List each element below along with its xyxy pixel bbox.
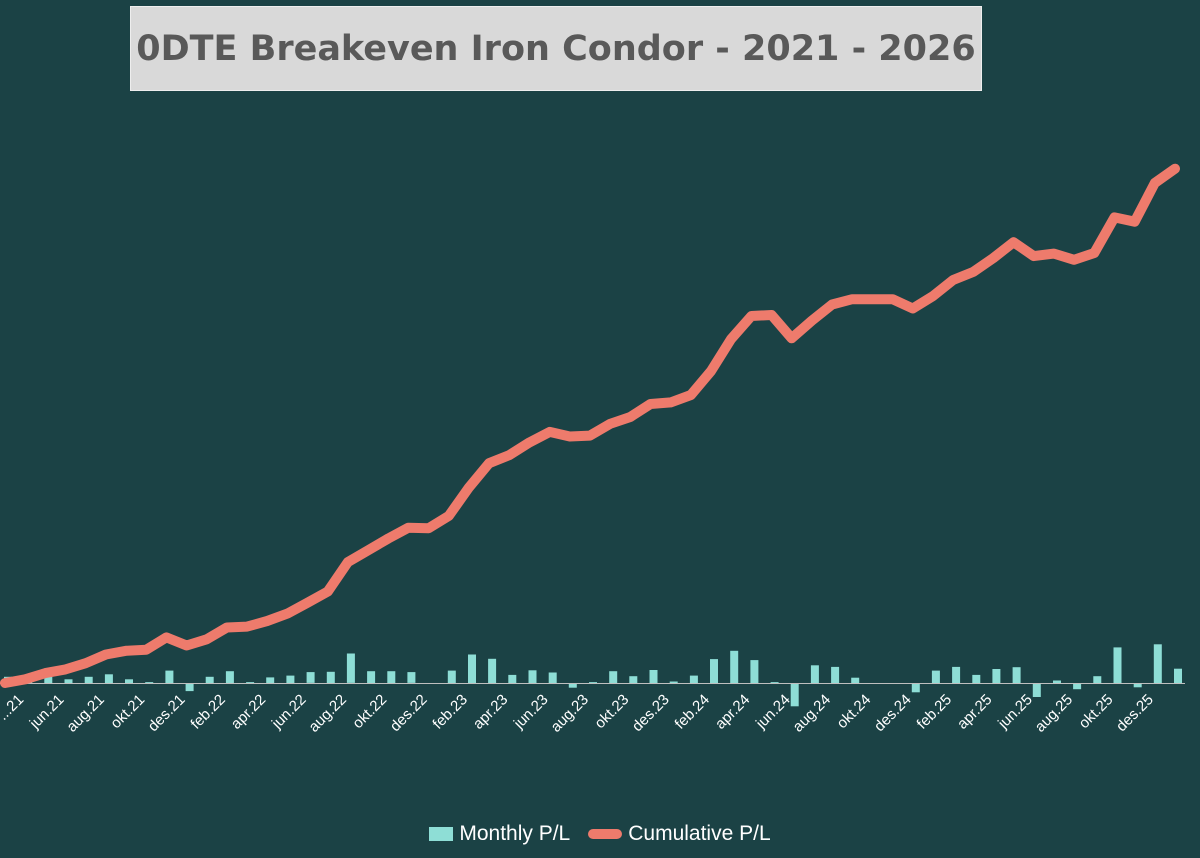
monthly-pl-bar: [1153, 644, 1162, 684]
x-tick-label: apr.25: [954, 691, 996, 733]
monthly-pl-bar: [125, 679, 133, 683]
monthly-pl-bar: [689, 675, 698, 683]
monthly-pl-bar: [1093, 676, 1102, 683]
x-tick-label: feb.23: [429, 691, 471, 733]
monthly-pl-bar: [770, 682, 779, 684]
monthly-pl-bar: [730, 650, 739, 683]
legend: Monthly P/L Cumulative P/L: [0, 818, 1200, 850]
monthly-pl-bar: [790, 683, 799, 707]
monthly-pl-bar: [669, 681, 678, 684]
monthly-pl-bar: [447, 670, 456, 683]
x-tick-label: ...21: [0, 691, 27, 724]
monthly-pl-bar: [84, 676, 93, 683]
monthly-pl-bar: [165, 670, 174, 683]
x-tick-label: des.25: [1113, 691, 1157, 735]
monthly-pl-bar: [1073, 683, 1082, 690]
x-tick-label: feb.22: [187, 691, 229, 733]
bars-layer: [4, 644, 1182, 707]
monthly-pl-bar: [367, 671, 376, 683]
cumulative-pl-line: [0, 163, 1180, 688]
monthly-swatch: [429, 827, 454, 841]
monthly-pl-bar: [750, 660, 759, 683]
monthly-pl-bar: [931, 670, 940, 683]
monthly-pl-bar: [911, 683, 920, 693]
monthly-pl-bar: [1012, 667, 1021, 683]
x-tick-label: jun.24: [752, 691, 794, 733]
monthly-pl-bar: [266, 677, 275, 683]
legend-label-cumulative: Cumulative P/L: [628, 822, 771, 845]
monthly-pl-bar: [1032, 683, 1041, 697]
monthly-pl-bar: [488, 658, 497, 683]
x-tick-label: aug.25: [1032, 691, 1076, 735]
monthly-pl-bar: [952, 666, 961, 683]
x-tick-label: apr.23: [470, 691, 512, 733]
monthly-pl-bar: [1174, 668, 1182, 683]
monthly-pl-bar: [548, 672, 557, 683]
monthly-pl-bar: [810, 665, 819, 683]
monthly-pl-bar: [104, 674, 113, 683]
monthly-pl-bar: [609, 671, 618, 683]
monthly-pl-bar: [568, 683, 577, 688]
monthly-pl-bar: [992, 669, 1001, 683]
monthly-pl-bar: [528, 670, 537, 683]
monthly-pl-bar: [972, 674, 981, 683]
x-tick-label: aug.22: [305, 691, 349, 735]
x-tick-label: okt.25: [1076, 691, 1117, 732]
monthly-pl-bar: [185, 683, 194, 692]
cumulative-swatch: [588, 829, 623, 839]
monthly-pl-bar: [710, 659, 718, 683]
monthly-pl-bar: [831, 666, 840, 683]
chart-title: 0DTE Breakeven Iron Condor - 2021 - 2026: [136, 28, 976, 69]
x-tick-label: jun.25: [994, 691, 1036, 733]
x-tick-label: apr.24: [712, 691, 754, 733]
x-tick-label: okt.21: [107, 691, 148, 732]
x-tick-label: feb.24: [672, 691, 714, 733]
monthly-pl-bar: [387, 671, 396, 683]
monthly-pl-bar: [851, 677, 860, 683]
chart-title-box: 0DTE Breakeven Iron Condor - 2021 - 2026: [130, 6, 982, 91]
x-tick-label: okt.23: [591, 691, 632, 732]
legend-label-monthly: Monthly P/L: [459, 822, 571, 845]
monthly-pl-bar: [589, 682, 597, 684]
monthly-pl-bar: [1053, 680, 1061, 683]
x-tick-label: jun.23: [510, 691, 552, 733]
x-tick-label: okt.24: [834, 691, 875, 732]
monthly-pl-bar: [629, 676, 638, 683]
x-tick-label: des.23: [629, 691, 673, 735]
x-tick-label: jun.22: [268, 691, 310, 733]
monthly-pl-bar: [205, 676, 214, 683]
legend-item-monthly: Monthly P/L: [429, 822, 570, 846]
monthly-pl-bar: [145, 682, 154, 684]
monthly-pl-bar: [225, 671, 234, 683]
x-tick-label: jun.21: [26, 691, 68, 733]
monthly-pl-bar: [306, 672, 315, 683]
monthly-pl-bar: [508, 674, 517, 683]
monthly-pl-bar: [1113, 647, 1122, 683]
x-tick-label: okt.22: [349, 691, 390, 732]
x-tick-label: apr.22: [228, 691, 270, 733]
monthly-pl-bar: [649, 670, 658, 683]
monthly-pl-bar: [346, 653, 355, 683]
monthly-pl-bar: [407, 672, 416, 683]
monthly-pl-bar: [286, 675, 295, 683]
monthly-pl-bar: [64, 679, 73, 683]
x-tick-label: aug.21: [63, 691, 107, 735]
monthly-pl-bar: [1133, 683, 1142, 688]
monthly-pl-bar: [246, 682, 255, 684]
x-tick-label: des.21: [145, 691, 189, 735]
monthly-pl-bar: [44, 676, 53, 683]
x-tick-label: des.22: [387, 691, 431, 735]
monthly-pl-bar: [468, 654, 476, 683]
x-tick-label: feb.25: [914, 691, 956, 733]
x-tick-label: aug.23: [548, 691, 592, 735]
monthly-pl-bar: [326, 671, 335, 683]
legend-item-cumulative: Cumulative P/L: [588, 822, 771, 846]
x-tick-label: des.24: [871, 691, 915, 735]
